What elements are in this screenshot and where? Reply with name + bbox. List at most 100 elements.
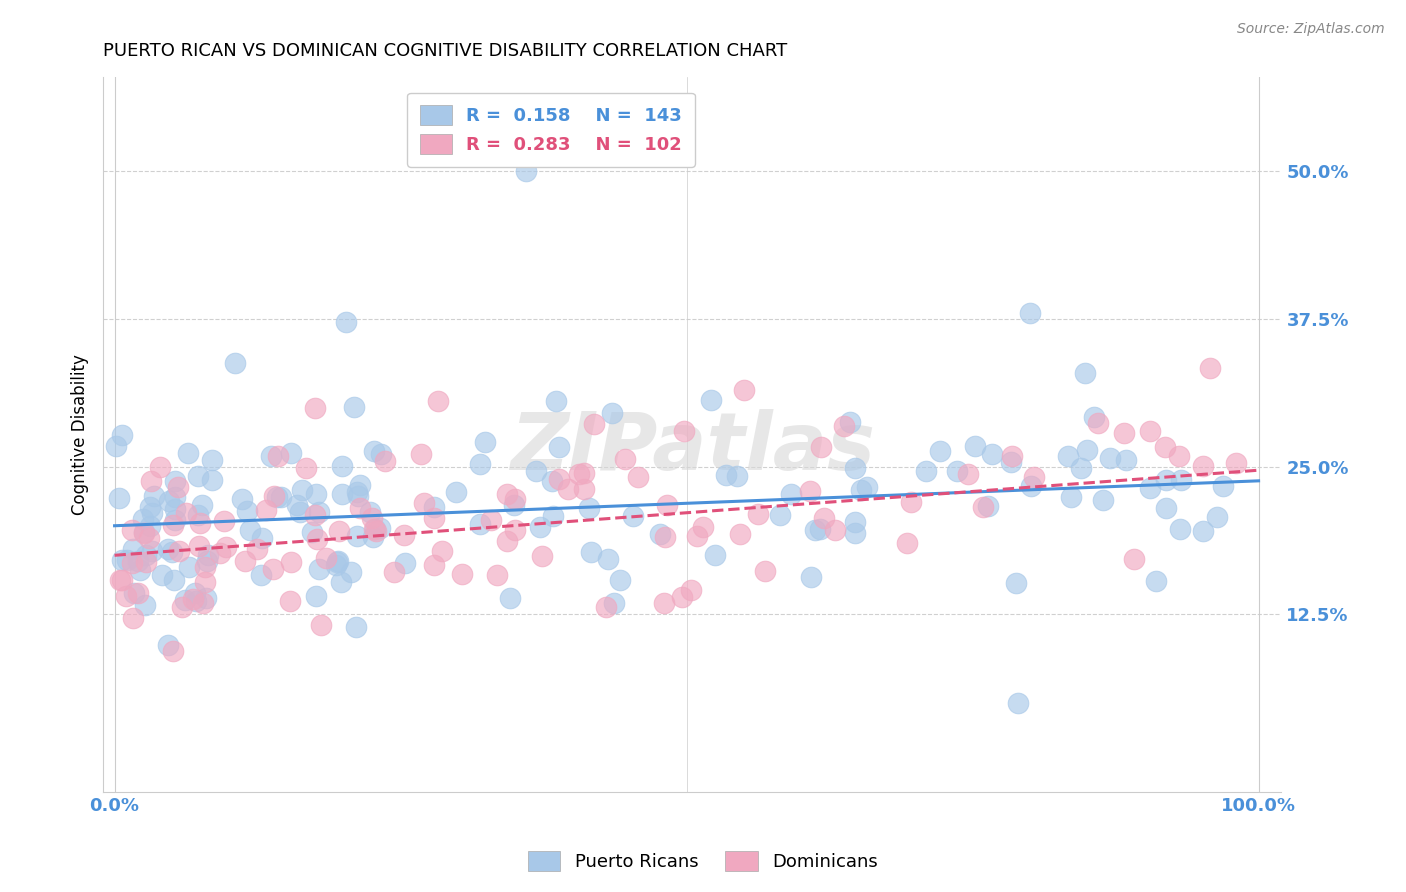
- Point: [1091, 493, 1114, 508]
- Point: [474, 435, 496, 450]
- Point: [139, 500, 162, 515]
- Point: [186, 594, 208, 608]
- Legend: Puerto Ricans, Dominicans: Puerto Ricans, Dominicans: [520, 844, 886, 879]
- Point: [304, 590, 326, 604]
- Point: [981, 447, 1004, 461]
- Point: [167, 543, 190, 558]
- Point: [111, 553, 134, 567]
- Point: [627, 469, 650, 483]
- Point: [1000, 449, 1022, 463]
- Point: [288, 505, 311, 519]
- Point: [127, 585, 149, 599]
- Point: [583, 417, 606, 432]
- Point: [108, 573, 131, 587]
- Point: [121, 524, 143, 538]
- Point: [184, 585, 207, 599]
- Point: [603, 596, 626, 610]
- Point: [839, 415, 862, 429]
- Point: [1115, 453, 1137, 467]
- Point: [1057, 449, 1080, 463]
- Point: [541, 474, 564, 488]
- Point: [201, 453, 224, 467]
- Y-axis label: Cognitive Disability: Cognitive Disability: [72, 354, 89, 515]
- Point: [280, 555, 302, 569]
- Point: [108, 491, 131, 505]
- Point: [326, 554, 349, 568]
- Point: [139, 474, 162, 488]
- Point: [127, 554, 149, 568]
- Point: [363, 443, 385, 458]
- Point: [1083, 410, 1105, 425]
- Point: [364, 524, 387, 539]
- Point: [291, 483, 314, 498]
- Point: [285, 498, 308, 512]
- Point: [900, 495, 922, 509]
- Point: [135, 555, 157, 569]
- Text: ZIPatlas: ZIPatlas: [510, 409, 875, 487]
- Point: [134, 598, 156, 612]
- Point: [162, 644, 184, 658]
- Point: [1018, 306, 1040, 320]
- Point: [844, 525, 866, 540]
- Point: [364, 522, 387, 536]
- Point: [652, 596, 675, 610]
- Point: [844, 461, 866, 475]
- Point: [121, 611, 143, 625]
- Point: [249, 567, 271, 582]
- Point: [412, 496, 434, 510]
- Point: [374, 453, 396, 467]
- Point: [929, 443, 952, 458]
- Point: [496, 487, 519, 501]
- Point: [1192, 459, 1215, 474]
- Point: [804, 523, 827, 537]
- Point: [260, 449, 283, 463]
- Point: [470, 457, 492, 471]
- Point: [426, 394, 449, 409]
- Point: [150, 567, 173, 582]
- Point: [1073, 367, 1095, 381]
- Point: [344, 620, 367, 634]
- Point: [654, 530, 676, 544]
- Point: [160, 544, 183, 558]
- Point: [824, 523, 846, 537]
- Point: [1022, 470, 1045, 484]
- Point: [162, 518, 184, 533]
- Point: [673, 425, 696, 439]
- Point: [370, 447, 392, 461]
- Text: Source: ZipAtlas.com: Source: ZipAtlas.com: [1237, 22, 1385, 37]
- Point: [294, 461, 316, 475]
- Point: [432, 544, 454, 558]
- Point: [115, 589, 138, 603]
- Point: [246, 542, 269, 557]
- Point: [692, 520, 714, 534]
- Point: [231, 492, 253, 507]
- Point: [368, 521, 391, 535]
- Point: [1004, 576, 1026, 591]
- Point: [524, 464, 547, 478]
- Point: [326, 555, 349, 569]
- Point: [191, 498, 214, 512]
- Point: [703, 548, 725, 562]
- Point: [541, 509, 564, 524]
- Point: [214, 540, 236, 554]
- Point: [1000, 455, 1022, 469]
- Point: [280, 445, 302, 459]
- Point: [266, 491, 288, 505]
- Point: [609, 574, 631, 588]
- Point: [621, 509, 644, 524]
- Point: [236, 504, 259, 518]
- Point: [188, 540, 211, 554]
- Text: PUERTO RICAN VS DOMINICAN COGNITIVE DISABILITY CORRELATION CHART: PUERTO RICAN VS DOMINICAN COGNITIVE DISA…: [103, 42, 787, 60]
- Point: [915, 464, 938, 478]
- Point: [451, 567, 474, 582]
- Point: [104, 439, 127, 453]
- Point: [165, 513, 187, 527]
- Point: [135, 548, 157, 562]
- Point: [945, 464, 967, 478]
- Point: [165, 474, 187, 488]
- Point: [813, 511, 835, 525]
- Point: [602, 407, 624, 421]
- Point: [142, 489, 165, 503]
- Point: [1168, 523, 1191, 537]
- Point: [423, 511, 446, 525]
